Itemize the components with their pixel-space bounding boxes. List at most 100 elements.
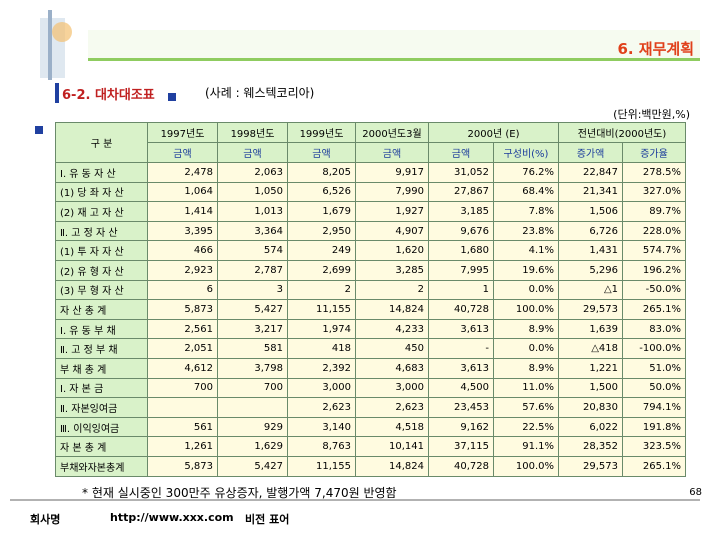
header-cell: 금액 bbox=[287, 142, 356, 163]
table-row: Ⅰ. 유 동 부 채 2,561 3,217 1,974 4,233 3,613 8.9% 1… bbox=[55, 318, 687, 340]
cell: 22,847 bbox=[558, 162, 624, 183]
row-label: (1) 당 좌 자 산 bbox=[55, 181, 148, 203]
cell: 1,506 bbox=[558, 201, 624, 222]
cell: 6,726 bbox=[558, 220, 624, 242]
cell: 2,950 bbox=[287, 220, 356, 242]
cell: 4,612 bbox=[147, 357, 218, 379]
cell: 5,873 bbox=[147, 455, 218, 477]
cell: 27,867 bbox=[428, 181, 494, 203]
cell: 4,233 bbox=[355, 318, 429, 340]
cell: 7,995 bbox=[428, 259, 494, 281]
table-row: Ⅲ. 이익잉여금 561 929 3,140 4,518 9,162 22.5% 6,022 1… bbox=[55, 416, 687, 438]
cell: △418 bbox=[558, 338, 624, 359]
cell: 2,392 bbox=[287, 357, 356, 379]
cell: 1,679 bbox=[287, 201, 356, 222]
cell: 278.5% bbox=[622, 162, 687, 183]
cell: 3,613 bbox=[428, 318, 494, 340]
row-label: (3) 무 형 자 산 bbox=[55, 279, 148, 301]
cell: 2,561 bbox=[147, 318, 218, 340]
header-cell: 구성비(%) bbox=[492, 142, 560, 163]
table-row: Ⅱ. 고 정 부 채 2,051 581 418 450-0.0% △418 -100.0% bbox=[55, 338, 687, 359]
cell: 6 bbox=[147, 279, 218, 301]
table-row: (2) 유 형 자 산 2,923 2,787 2,699 3,285 7,995 19.6… bbox=[55, 259, 687, 281]
cell: 37,115 bbox=[428, 436, 494, 457]
cell: 9,917 bbox=[355, 162, 429, 183]
cell: 40,728 bbox=[428, 299, 494, 320]
cell: 4,500 bbox=[428, 377, 494, 399]
cell: 3,000 bbox=[287, 377, 356, 399]
cell: 574 bbox=[217, 240, 288, 261]
cell: 57.6% bbox=[492, 397, 560, 418]
cell: 68.4% bbox=[492, 181, 560, 203]
cell: 91.1% bbox=[492, 436, 560, 457]
header-cell: 1998년도 bbox=[217, 122, 288, 143]
cell: 29,573 bbox=[558, 455, 624, 477]
cell: 1,620 bbox=[355, 240, 429, 261]
table-row: (1) 투 자 자 산 466 574 249 1,620 1,680 4.1% 1,431 5… bbox=[55, 240, 687, 261]
row-label: Ⅱ. 자본잉여금 bbox=[55, 397, 148, 418]
cell: 700 bbox=[147, 377, 218, 399]
row-label: 자 본 총 계 bbox=[55, 436, 148, 457]
cell: 2,787 bbox=[217, 259, 288, 281]
row-label: (2) 유 형 자 산 bbox=[55, 259, 148, 281]
cell: 23.8% bbox=[492, 220, 560, 242]
table-row: (1) 당 좌 자 산 1,064 1,050 6,526 7,990 27,867 68.… bbox=[55, 181, 687, 203]
cell: 5,427 bbox=[217, 299, 288, 320]
balance-sheet: 구 분 1997년도 1998년도 1999년도 2000년도3월 2000년 (E) 전년… bbox=[55, 122, 687, 477]
cell: 327.0% bbox=[622, 181, 687, 203]
cell: 3,140 bbox=[287, 416, 356, 438]
header-cell: 2000년도3월 bbox=[355, 122, 429, 143]
cell: 1,974 bbox=[287, 318, 356, 340]
table-row: 부채와자본총계 5,873 5,427 11,155 14,824 40,728 100.0… bbox=[55, 455, 687, 477]
cell: 450 bbox=[355, 338, 429, 359]
cell: 929 bbox=[217, 416, 288, 438]
cell: 6,022 bbox=[558, 416, 624, 438]
cell: 700 bbox=[217, 377, 288, 399]
cell: 1,050 bbox=[217, 181, 288, 203]
cell: 2,699 bbox=[287, 259, 356, 281]
row-label: Ⅱ. 고 정 부 채 bbox=[55, 338, 148, 359]
cell: 14,824 bbox=[355, 299, 429, 320]
unit: (단위:백만원,%) bbox=[613, 108, 690, 121]
cell: 100.0% bbox=[492, 299, 560, 320]
cell: -100.0% bbox=[622, 338, 687, 359]
table-row: Ⅰ. 자 본 금 700 700 3,000 3,000 4,500 11.0% 1,500 5… bbox=[55, 377, 687, 399]
cell: 794.1% bbox=[622, 397, 687, 418]
cell: 29,573 bbox=[558, 299, 624, 320]
table-row: Ⅱ. 자본잉여금 2,623 2,623 23,453 57.6% 20,830 794.1… bbox=[55, 397, 687, 418]
cell: 1 bbox=[428, 279, 494, 301]
header-cell: 전년대비(2000년도) bbox=[558, 122, 687, 143]
cell: 418 bbox=[287, 338, 356, 359]
cell: 249 bbox=[287, 240, 356, 261]
cell: 89.7% bbox=[622, 201, 687, 222]
cell: 2 bbox=[355, 279, 429, 301]
header-cell: 2000년 (E) bbox=[427, 122, 560, 143]
cell: 51.0% bbox=[622, 357, 687, 379]
cell: 5,873 bbox=[147, 299, 218, 320]
cell: 2,623 bbox=[287, 397, 356, 418]
header-cell: 금액 bbox=[355, 142, 429, 163]
cell: 23,453 bbox=[428, 397, 494, 418]
header-cell: 구 분 bbox=[55, 122, 148, 163]
cell: 1,414 bbox=[147, 201, 218, 222]
cell: 14,824 bbox=[355, 455, 429, 477]
cell: 1,629 bbox=[217, 436, 288, 457]
case: (사례 : 웨스텍코리아) bbox=[205, 86, 315, 100]
cell bbox=[147, 397, 218, 418]
cell: 2,063 bbox=[217, 162, 288, 183]
cell: 8.9% bbox=[492, 357, 560, 379]
cell: 1,064 bbox=[147, 181, 218, 203]
cell: 561 bbox=[147, 416, 218, 438]
row-label: Ⅲ. 이익잉여금 bbox=[55, 416, 148, 438]
cell: 1,680 bbox=[428, 240, 494, 261]
cell: -50.0% bbox=[622, 279, 687, 301]
cell: 40,728 bbox=[428, 455, 494, 477]
cell: 3,613 bbox=[428, 357, 494, 379]
cell: 50.0% bbox=[622, 377, 687, 399]
cell: 83.0% bbox=[622, 318, 687, 340]
subtitle: 6-2. 대차대조표 bbox=[62, 88, 155, 103]
cell: 3,185 bbox=[428, 201, 494, 222]
table-row: 부 채 총 계 4,612 3,798 2,392 4,683 3,613 8.9% 1,22… bbox=[55, 357, 687, 379]
cell: 3,217 bbox=[217, 318, 288, 340]
